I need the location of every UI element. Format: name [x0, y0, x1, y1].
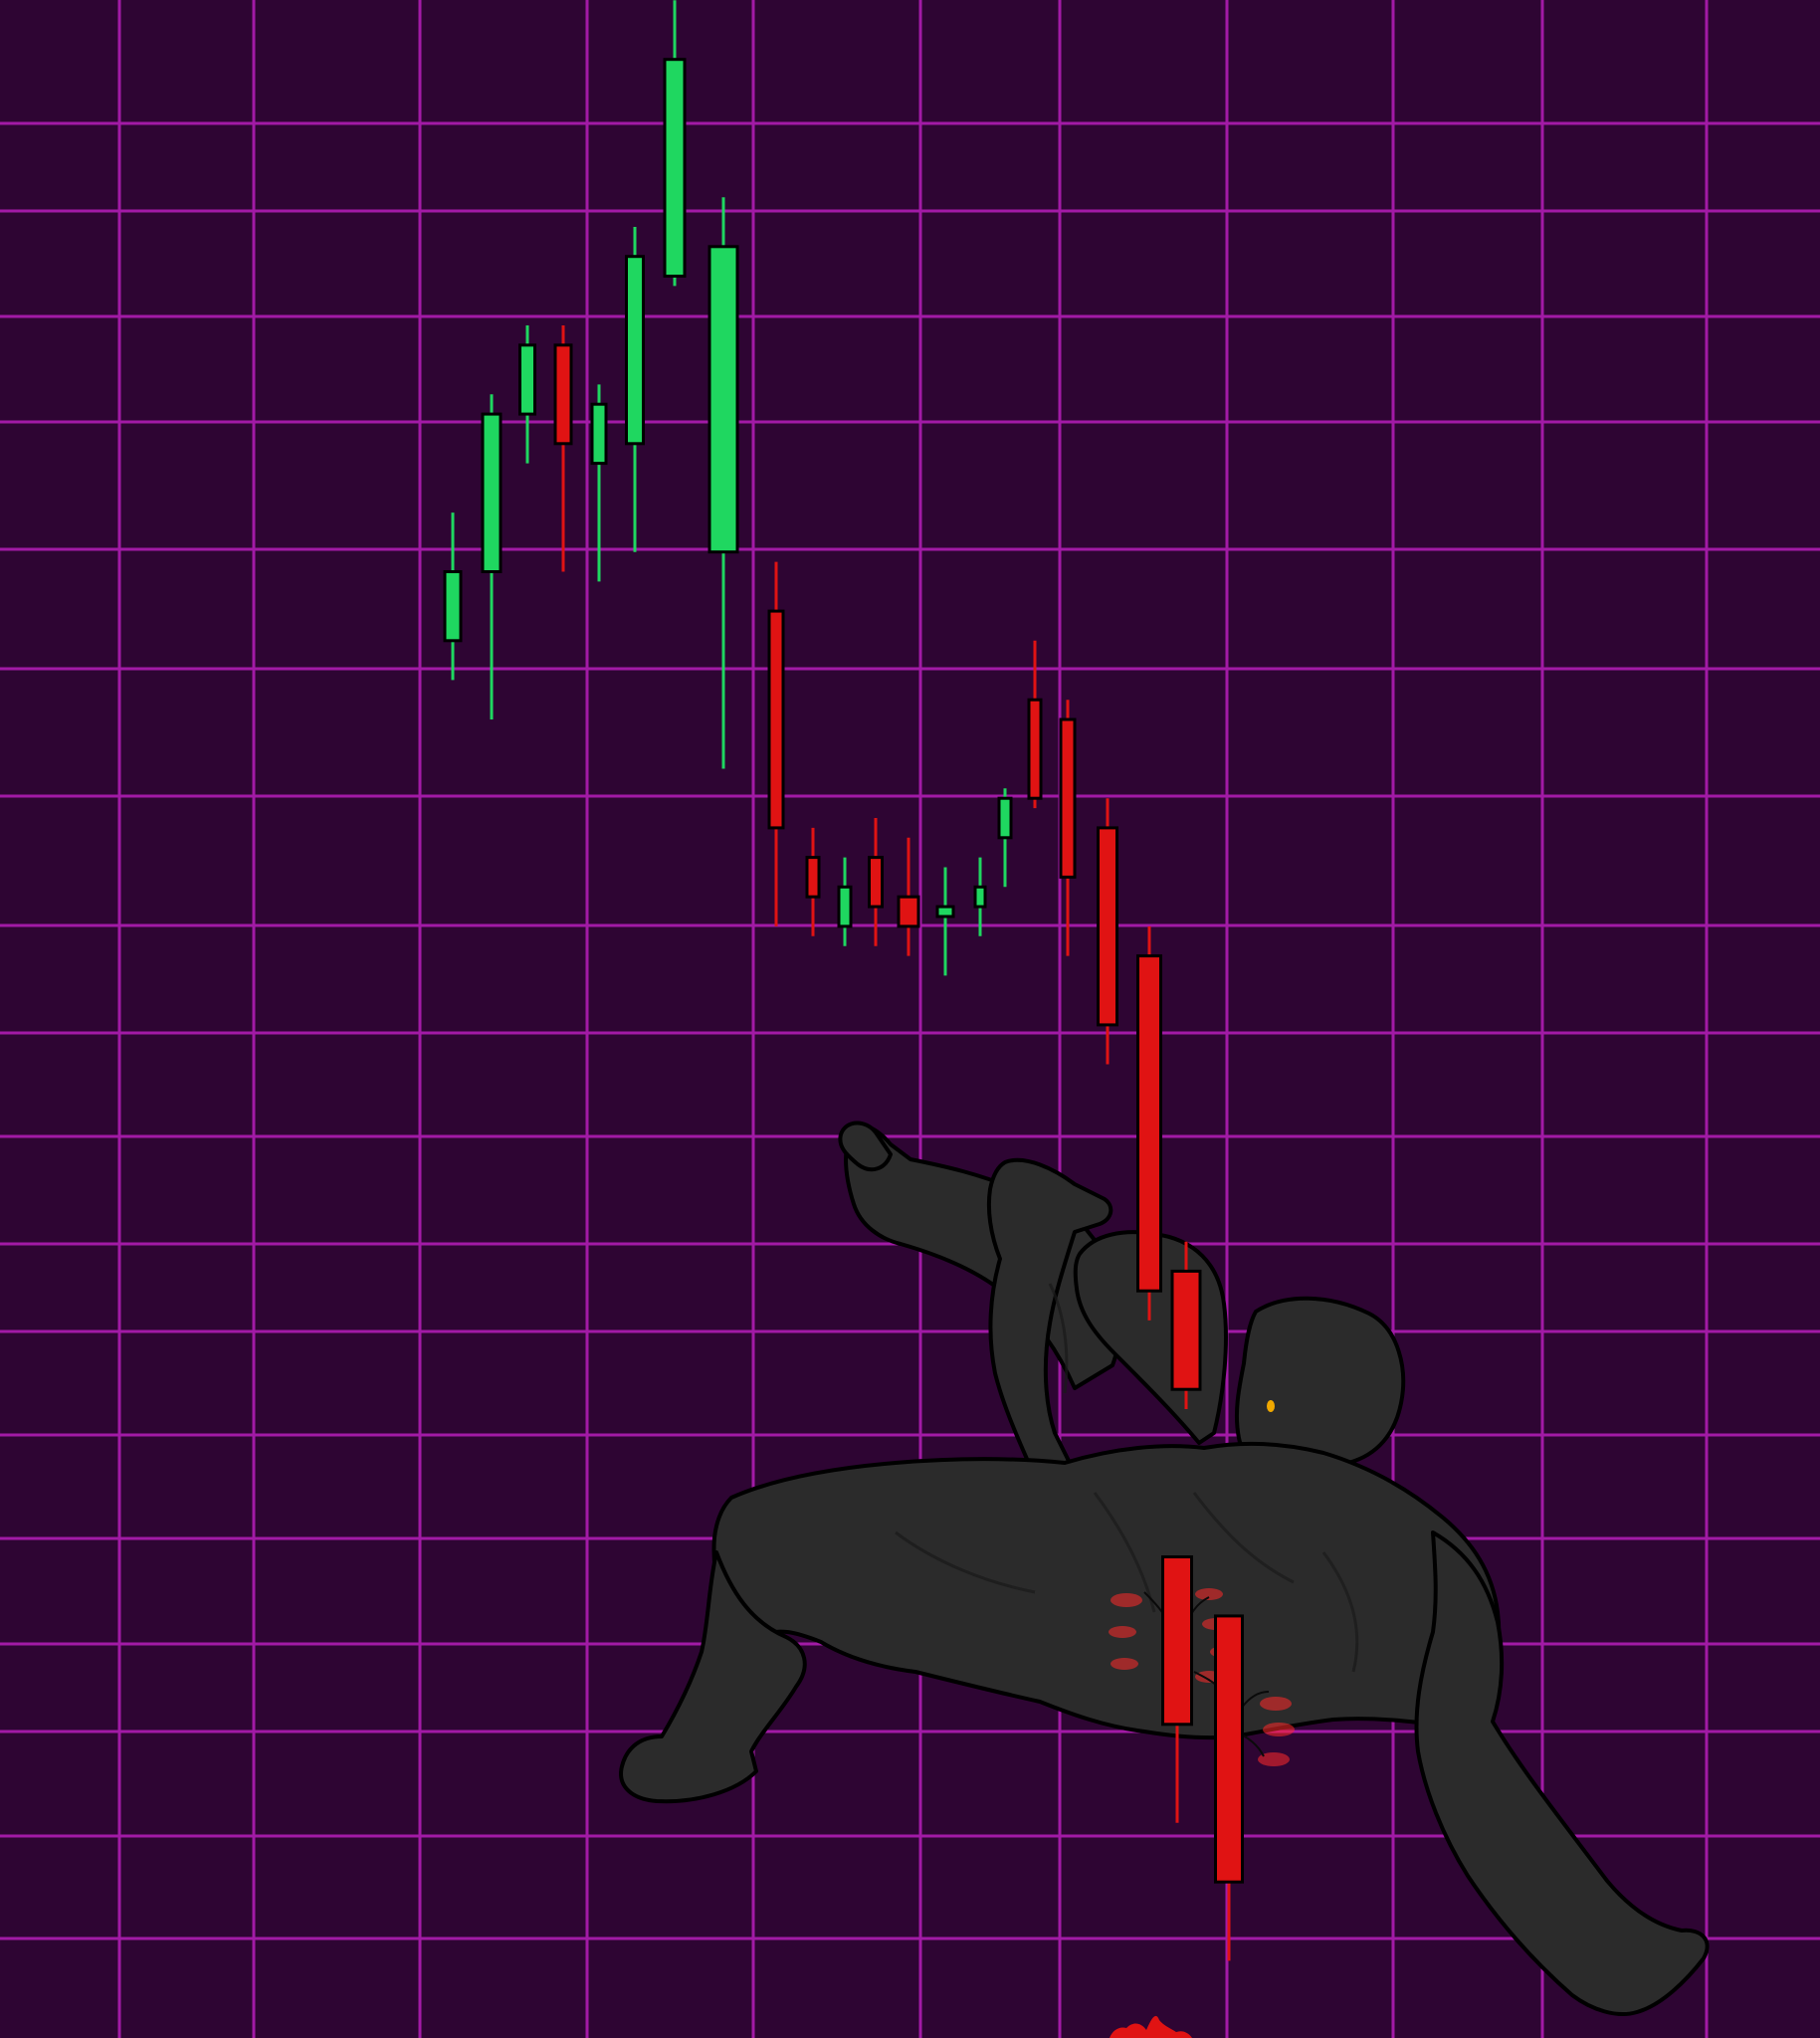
figure-arm-right: [1414, 1530, 1710, 2016]
figure-arm-raised: [986, 1157, 1113, 1480]
candle-bearish: [1059, 700, 1077, 956]
candle-body: [663, 58, 687, 279]
candle-bearish: [1214, 1614, 1244, 1961]
candle-bullish: [625, 227, 645, 552]
candle-body: [805, 856, 821, 899]
candle-body: [518, 343, 536, 416]
candle-body: [837, 885, 853, 928]
candle-bearish: [805, 827, 821, 936]
falling-man-figure: [619, 1121, 1710, 2016]
candle-body: [553, 343, 573, 446]
candle-body: [1097, 826, 1118, 1027]
earring-icon: [1267, 1400, 1275, 1412]
candle-body: [973, 885, 987, 909]
candle-body: [1136, 954, 1162, 1293]
candle-bullish: [837, 857, 853, 946]
candle-body: [481, 412, 503, 573]
candle-body: [443, 570, 463, 643]
candle-body: [767, 609, 785, 830]
candle-body: [1214, 1614, 1244, 1884]
candle-bearish: [1027, 640, 1043, 809]
figure-leg-left: [619, 1550, 807, 1804]
candle-bearish: [1161, 1555, 1193, 1823]
candle-bullish: [590, 384, 608, 582]
candle-body: [590, 402, 608, 466]
candle-body: [1161, 1555, 1193, 1727]
candle-body: [868, 856, 884, 909]
candle-bearish: [868, 818, 884, 946]
candle-bearish: [767, 561, 785, 926]
candle-body: [897, 895, 920, 928]
candle-bullish: [481, 394, 503, 719]
candle-body: [625, 255, 645, 446]
candle-bearish: [897, 837, 920, 956]
candle-body: [1027, 698, 1043, 800]
candle-body: [1170, 1269, 1202, 1391]
candle-bullish: [973, 857, 987, 936]
candle-bullish: [518, 325, 536, 464]
candle-series-back: [443, 0, 1118, 1065]
candle-bullish: [997, 788, 1013, 888]
candle-body: [1059, 717, 1077, 879]
candle-bullish: [935, 867, 955, 976]
candle-body: [708, 245, 739, 554]
candle-body: [997, 796, 1013, 840]
candle-bearish: [1136, 925, 1162, 1321]
blood-splash: [1110, 2015, 1192, 2038]
candle-bullish: [708, 197, 739, 769]
candle-body: [935, 905, 955, 918]
candle-bullish: [443, 512, 463, 681]
figure-head: [1234, 1296, 1406, 1470]
candle-bearish: [553, 325, 573, 572]
candle-series-front: [1136, 925, 1244, 1961]
candle-bullish: [663, 0, 687, 287]
figure-torso: [711, 1441, 1502, 1740]
candle-bearish: [1170, 1241, 1202, 1409]
candle-bearish: [1097, 798, 1118, 1065]
figure-foot-upper: [838, 1121, 893, 1172]
